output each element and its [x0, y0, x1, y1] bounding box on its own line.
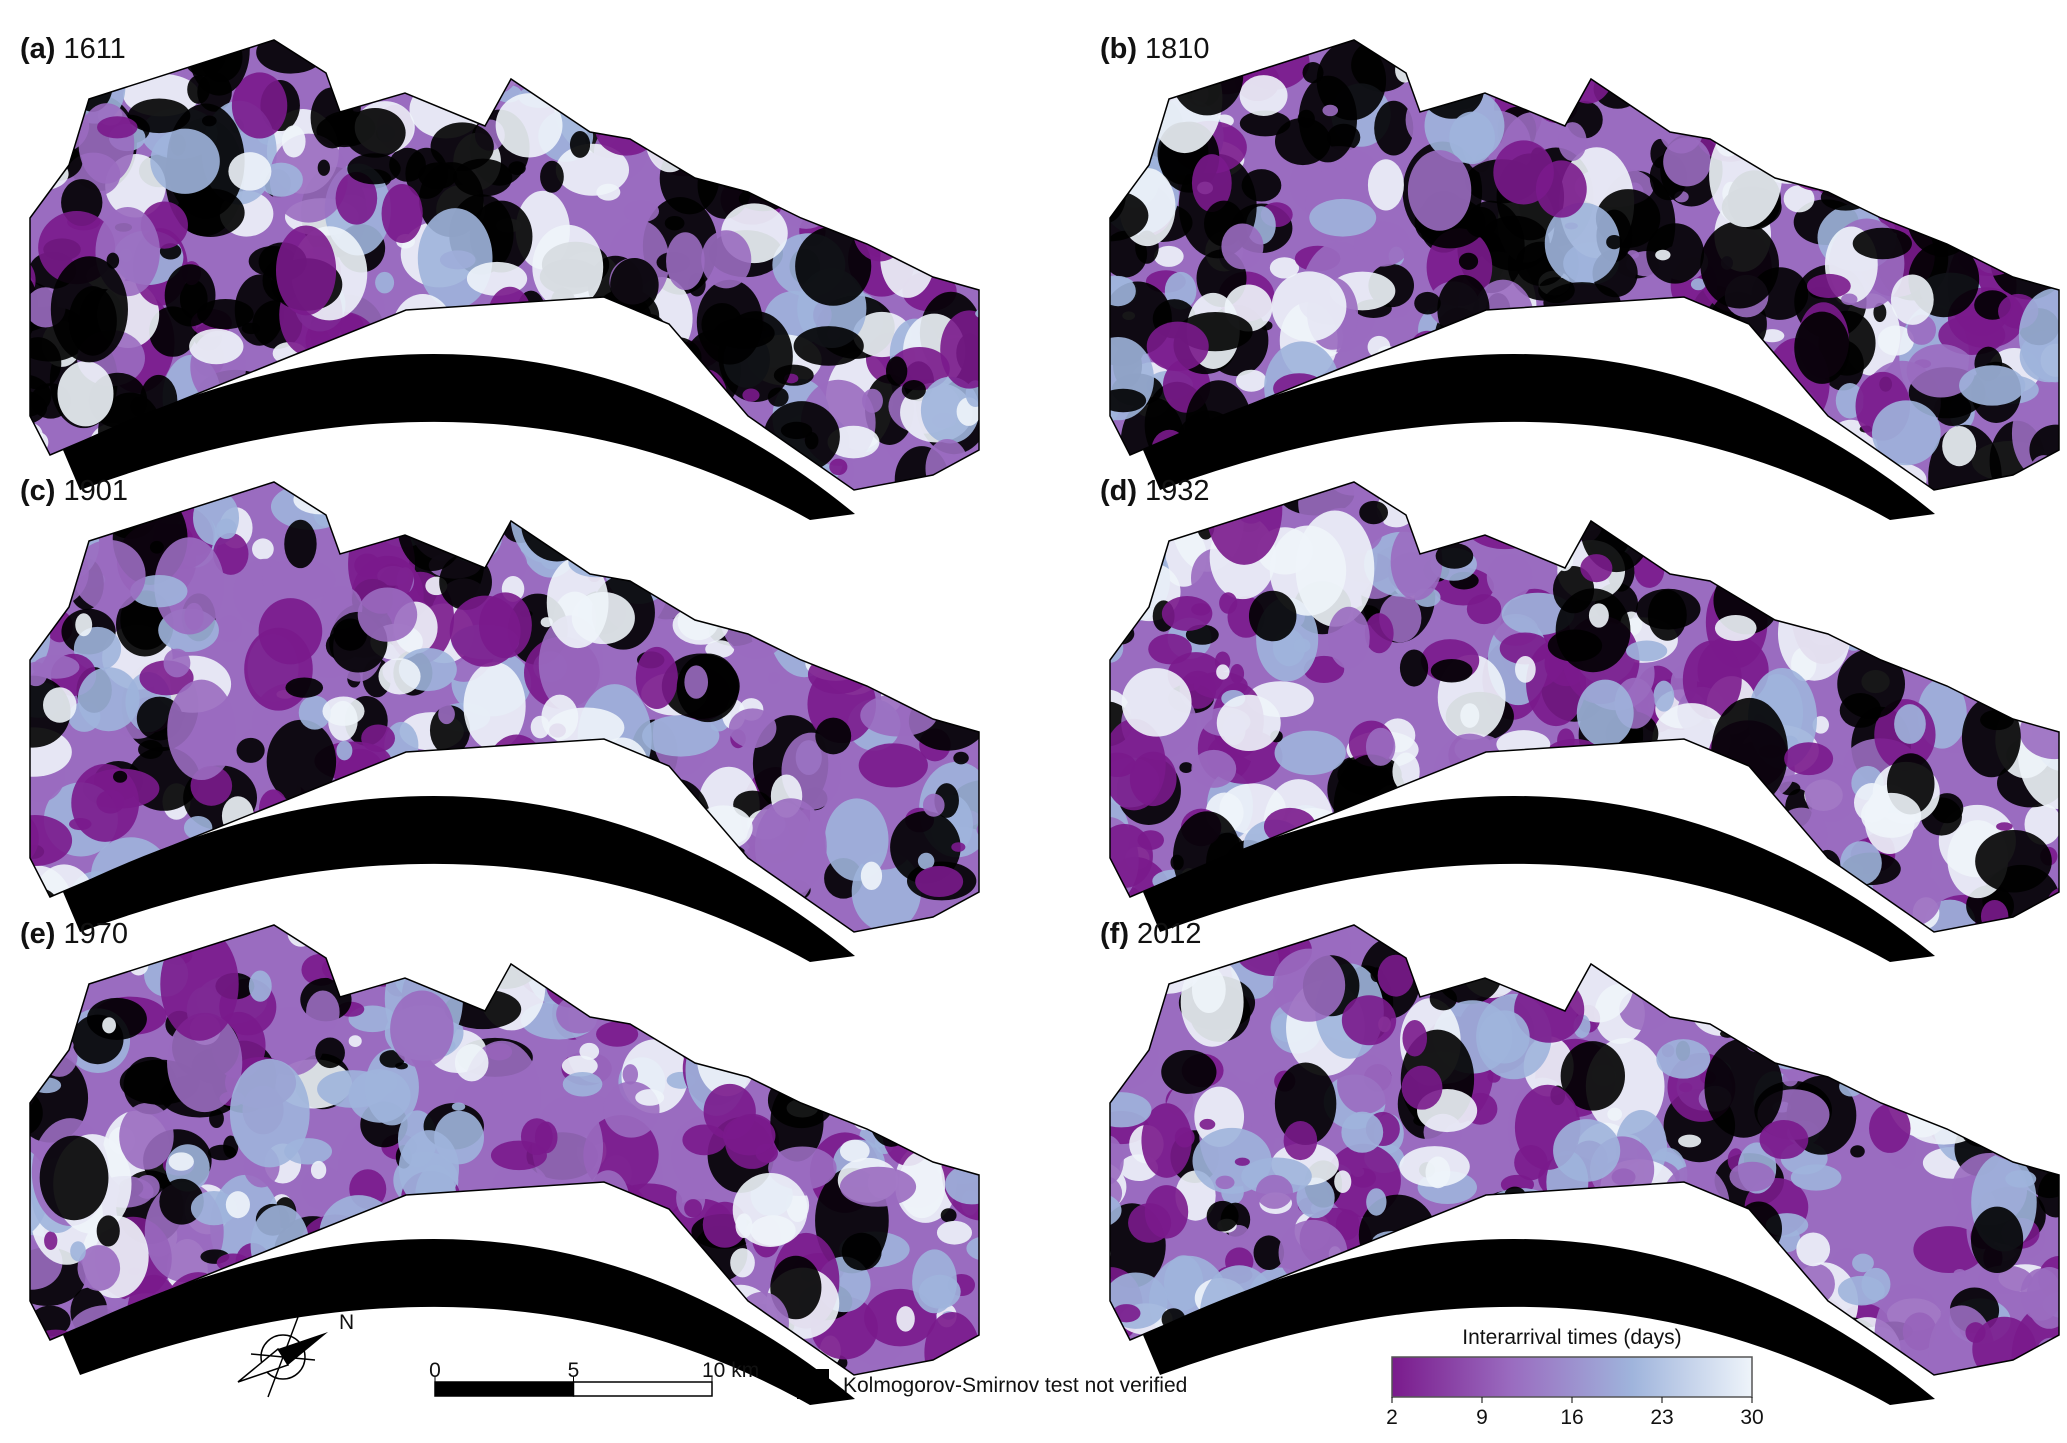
sea [1143, 353, 1935, 520]
compass-label: N [339, 1311, 354, 1334]
colorbar-tick-label: 16 [1560, 1406, 1583, 1429]
colorbar-tick-label: 23 [1650, 1406, 1673, 1429]
colorbar-tick-label: 30 [1740, 1406, 1763, 1429]
colorbar: Interarrival times (days) 2 9 16 23 30 [1386, 1326, 1764, 1429]
map-panel: (b) 1810 [1100, 33, 2060, 520]
scale-label: 0 [429, 1359, 441, 1382]
map-panel: (c) 1901 [20, 475, 980, 962]
panel-label: (e) 1970 [20, 918, 128, 950]
scale-segment [572, 1381, 713, 1397]
map-panel: (e) 1970 [20, 918, 980, 1405]
scale-label: 5 [568, 1359, 580, 1382]
scale-segment [434, 1381, 575, 1397]
map-panel: (d) 1932 [1100, 475, 2060, 962]
legend: Kolmogorov-Smirnov test not verified [797, 1369, 1187, 1399]
sea [63, 353, 855, 520]
sea [1143, 1238, 1935, 1405]
sea [63, 795, 855, 962]
panels: (a) 1611 (b) 1810 (c) 1901 (d) 1932 (e) 1970 (f) 20… [20, 33, 2060, 1405]
colorbar-ramp [1391, 1356, 1753, 1398]
sea [63, 1238, 855, 1405]
panel-label: (d) 1932 [1100, 475, 1210, 507]
colorbar-tick-label: 2 [1386, 1406, 1398, 1429]
map-panel: (a) 1611 [20, 33, 980, 520]
panel-label: (a) 1611 [20, 33, 126, 65]
legend-label: Kolmogorov-Smirnov test not verified [843, 1374, 1187, 1397]
colorbar-tick-label: 9 [1476, 1406, 1488, 1429]
sea [1143, 795, 1935, 962]
panel-label: (f) 2012 [1100, 918, 1202, 950]
compass: N [237, 1311, 354, 1398]
legend-swatch [797, 1369, 829, 1399]
panel-label: (b) 1810 [1100, 33, 1210, 65]
colorbar-title: Interarrival times (days) [1462, 1326, 1681, 1349]
scale-label: 10 km [702, 1359, 759, 1382]
panel-label: (c) 1901 [20, 475, 128, 507]
scale-bar: 0 5 10 km [429, 1359, 759, 1397]
